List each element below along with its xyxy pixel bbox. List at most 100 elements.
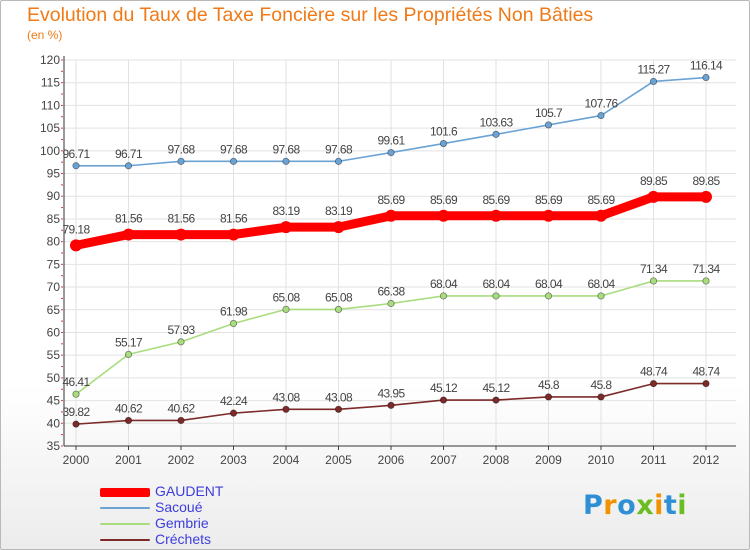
data-point-gaudent [332,221,345,234]
data-labels: 79.18 81.56 81.56 81.56 83.19 83.19 85.69 85.69… [62,59,723,420]
data-point-gembrie [492,292,500,300]
data-point-gembrie [439,292,448,300]
data-point-gembrie [544,292,553,300]
data-label-sacou-: 99.61 [377,134,405,148]
chart-title: Evolution du Taux de Taxe Foncière sur l… [27,4,594,26]
data-label-gembrie: 61.98 [220,304,248,318]
data-point-gaudent [280,221,292,234]
data-label-cr-chets: 48.74 [640,365,668,379]
data-point-cr-chets [544,393,553,401]
data-point-sacou- [702,73,710,82]
logo-letter: t [663,490,678,521]
y-tick-label: 110 [41,98,60,112]
data-label-gaudent: 83.19 [325,204,353,218]
y-tick-label: 85 [47,212,61,226]
legend-swatch [100,523,150,525]
data-point-cr-chets [72,420,80,428]
data-point-gaudent [175,228,187,241]
data-point-cr-chets [229,409,238,417]
data-point-gaudent [70,239,82,252]
x-tick-label: 2001 [115,453,142,467]
data-point-gembrie [387,299,395,308]
data-label-cr-chets: 43.08 [325,390,353,404]
x-tick-label: 2012 [693,453,720,467]
data-point-sacou- [492,130,500,138]
data-label-cr-chets: 45.12 [482,381,510,395]
data-point-sacou- [544,121,553,129]
chart-unit-label: (en %) [27,28,63,42]
x-tick-label: 2006 [378,453,405,467]
data-point-cr-chets [124,416,133,425]
data-label-gaudent: 89.85 [692,174,720,188]
data-point-gembrie [597,292,605,300]
logo-letter: x [636,490,655,521]
data-point-gembrie [124,350,133,359]
data-label-gembrie: 66.38 [377,284,405,298]
y-tick-label: 45 [47,394,61,408]
data-point-cr-chets [177,416,185,425]
data-point-sacou- [334,157,343,165]
y-tick-label: 70 [47,280,61,294]
data-point-cr-chets [597,393,605,401]
logo-letter: i [677,490,688,521]
data-label-cr-chets: 40.62 [115,401,143,415]
x-tick-label: 2010 [588,453,615,467]
data-point-sacou- [124,162,133,170]
x-tick-label: 2007 [430,453,457,467]
x-tick-label: 2011 [641,453,667,467]
data-point-sacou- [597,111,605,120]
data-point-cr-chets [492,396,500,404]
x-tick-label: 2000 [63,453,90,467]
y-tick-label: 115 [41,76,60,90]
y-tick-label: 120 [40,53,60,67]
data-label-sacou-: 97.68 [220,142,248,156]
grid-lines [64,59,736,447]
legend-label: Sacoué [155,499,203,515]
data-label-cr-chets: 40.62 [167,401,195,415]
data-label-gembrie: 71.34 [640,262,668,276]
data-label-sacou-: 105.7 [535,106,563,120]
data-label-gembrie: 55.17 [115,335,143,349]
data-label-sacou-: 103.63 [479,115,513,129]
series-lines [70,73,712,428]
y-tick-label: 55 [47,348,61,362]
data-label-gembrie: 71.34 [692,262,720,276]
logo-letter: i [654,490,664,521]
logo-letter: P [583,490,604,521]
data-label-sacou-: 96.71 [62,147,90,161]
legend-label: GAUDENT [155,483,224,499]
data-label-gaudent: 89.85 [640,174,668,188]
data-point-gembrie [282,305,290,314]
data-label-sacou-: 97.68 [325,142,353,156]
data-label-gembrie: 68.04 [535,277,563,291]
data-label-sacou-: 115.27 [637,62,670,76]
data-label-gembrie: 68.04 [587,277,615,291]
y-tick-label: 90 [47,189,61,203]
data-point-sacou- [229,157,238,165]
data-point-gaudent [437,209,450,222]
logo-letter: o [617,490,637,521]
data-point-cr-chets [282,405,290,413]
data-label-gaudent: 85.69 [430,193,458,207]
data-point-gembrie [72,390,80,398]
data-point-sacou- [282,157,290,165]
data-label-gembrie: 68.04 [430,277,458,291]
data-point-cr-chets [439,396,448,404]
data-point-gaudent [385,209,397,222]
y-tick-label: 65 [47,303,61,317]
y-tick-label: 50 [47,371,61,385]
x-tick-label: 2009 [535,453,562,467]
y-tick-label: 80 [47,235,61,249]
y-tick-label: 40 [47,416,61,430]
data-point-gembrie [229,319,238,328]
data-label-gaudent: 81.56 [115,212,143,226]
data-point-gaudent [227,228,240,241]
data-point-cr-chets [649,380,658,388]
data-label-cr-chets: 43.08 [272,390,300,404]
data-point-gembrie [649,277,658,285]
data-label-gaudent: 81.56 [220,212,248,226]
y-tick-label: 60 [47,325,61,339]
data-point-gaudent [595,209,607,222]
